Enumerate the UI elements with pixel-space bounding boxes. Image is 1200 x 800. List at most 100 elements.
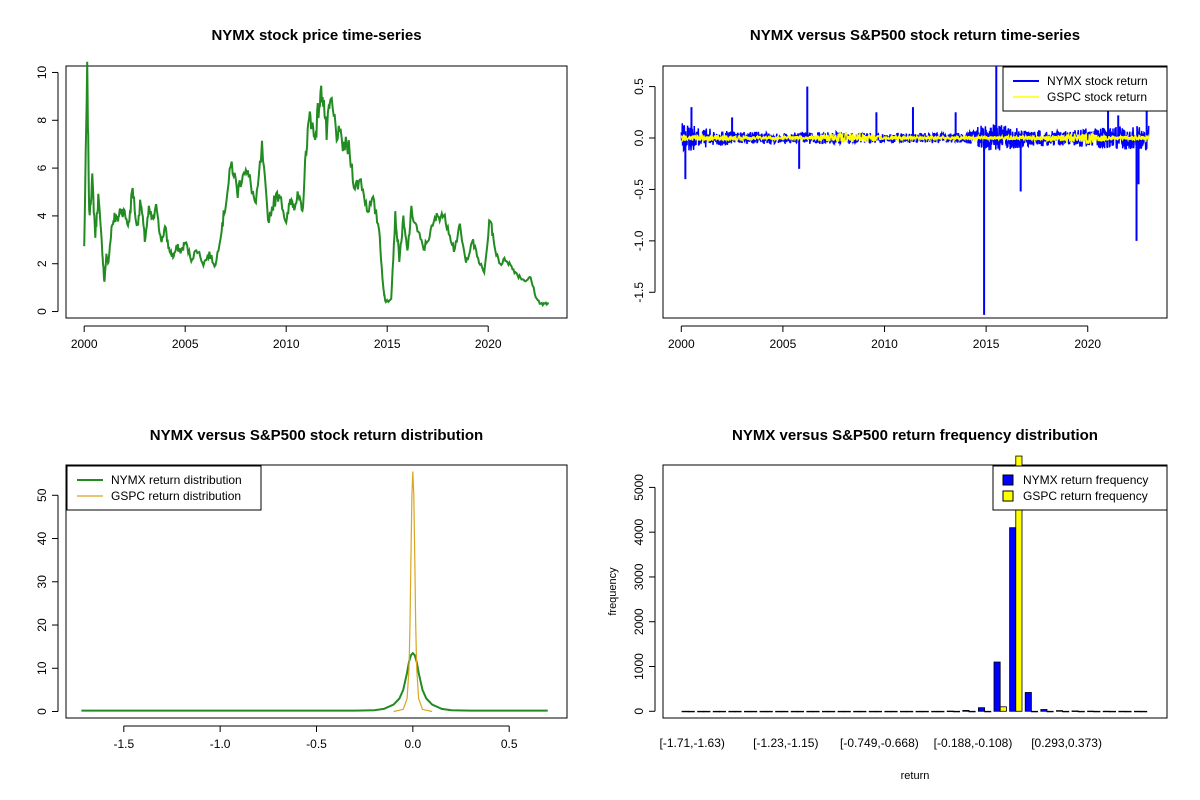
- y-tick-label: 2000: [632, 608, 646, 635]
- legend-label: NYMX stock return: [1047, 74, 1148, 88]
- frequency-plot-box: [662, 464, 1168, 719]
- nymx-frequency-bar: [1102, 710, 1110, 713]
- gspc-frequency-bar: [1140, 710, 1148, 713]
- nymx-frequency-bar: [728, 710, 736, 713]
- nymx-frequency-bar: [868, 710, 876, 713]
- gspc-frequency-bar: [999, 706, 1007, 712]
- gspc-frequency-bar: [828, 710, 836, 713]
- x-tick-label: -1.0: [210, 737, 231, 751]
- distribution-plot-box: [65, 464, 568, 719]
- x-tick-label: 0.5: [501, 737, 518, 751]
- legend-swatch: [1002, 490, 1014, 502]
- gspc-frequency-bar: [687, 710, 695, 713]
- gspc-frequency-bar: [1015, 455, 1023, 712]
- nymx-frequency-bar: [993, 661, 1001, 712]
- gspc-frequency-bar: [781, 710, 789, 713]
- gspc-frequency-bar: [734, 710, 742, 713]
- gspc-return-line: [680, 130, 1150, 145]
- gspc-frequency-bar: [937, 710, 945, 713]
- y-tick-label: -1.0: [632, 230, 646, 251]
- nymx-frequency-bar: [681, 710, 689, 713]
- y-tick-label: 40: [35, 532, 49, 546]
- y-tick-label: 0.5: [632, 78, 646, 95]
- nymx-frequency-bar: [1040, 709, 1048, 712]
- y-tick-label: 10: [35, 65, 49, 79]
- panel-return-distribution: NYMX versus S&P500 stock return distribu…: [35, 427, 568, 751]
- gspc-frequency-bar: [1062, 710, 1070, 713]
- nymx-frequency-bar: [1118, 710, 1126, 713]
- y-tick-label: 0: [35, 708, 49, 715]
- gspc-frequency-bar: [875, 710, 883, 713]
- nymx-frequency-bar: [853, 710, 861, 713]
- gspc-density-line: [393, 471, 433, 713]
- x-tick-label: -1.5: [113, 737, 134, 751]
- nymx-frequency-bar: [978, 707, 986, 712]
- nymx-frequency-bar: [712, 710, 720, 713]
- nymx-frequency-bar: [915, 710, 923, 713]
- y-tick-label: 10: [35, 661, 49, 675]
- y-tick-label: 4: [35, 212, 49, 219]
- x-tick-label: 2020: [1074, 337, 1101, 351]
- chart-title: NYMX stock price time-series: [211, 27, 421, 44]
- nymx-frequency-bar: [900, 710, 908, 713]
- y-tick-label: -1.5: [632, 282, 646, 303]
- legend-box: [66, 465, 262, 511]
- gspc-frequency-bar: [843, 710, 851, 713]
- price-plot-box: [65, 65, 568, 319]
- chart-title: NYMX versus S&P500 stock return time-ser…: [750, 27, 1080, 44]
- y-tick-label: 0: [35, 308, 49, 315]
- y-tick-label: 2: [35, 260, 49, 267]
- nymx-frequency-bar: [822, 710, 830, 713]
- x-tick-label: 2010: [273, 337, 300, 351]
- y-tick-label: 0: [632, 708, 646, 715]
- nymx-frequency-bar: [931, 710, 939, 713]
- nymx-frequency-bar: [697, 710, 705, 713]
- legend-box: [1002, 66, 1168, 112]
- panel-return-frequency: NYMX versus S&P500 return frequency dist…: [607, 427, 1168, 782]
- y-tick-label: 1000: [632, 653, 646, 680]
- gspc-frequency-bar: [703, 710, 711, 713]
- x-category-label: [-0.749,-0.668): [840, 736, 919, 750]
- legend-label: NYMX return frequency: [1023, 473, 1148, 487]
- chart-title: NYMX versus S&P500 return frequency dist…: [732, 427, 1098, 444]
- gspc-frequency-bar: [1031, 710, 1039, 713]
- gspc-frequency-bar: [797, 710, 805, 713]
- nymx-frequency-bar: [884, 710, 892, 713]
- legend-label: GSPC return distribution: [111, 489, 241, 503]
- gspc-frequency-bar: [984, 710, 992, 713]
- x-tick-label: 2015: [973, 337, 1000, 351]
- gspc-frequency-bar: [1124, 710, 1132, 713]
- y-tick-label: 50: [35, 488, 49, 502]
- gspc-frequency-bar: [921, 710, 929, 713]
- y-tick-label: -0.5: [632, 179, 646, 200]
- x-tick-label: 2010: [871, 337, 898, 351]
- y-axis-title: frequency: [607, 567, 619, 616]
- x-tick-label: 0.0: [405, 737, 422, 751]
- nymx-frequency-bar: [1024, 692, 1032, 712]
- y-tick-label: 30: [35, 575, 49, 589]
- nymx-frequency-bar: [806, 710, 814, 713]
- nymx-frequency-bar: [946, 710, 954, 713]
- legend-label: GSPC stock return: [1047, 90, 1147, 104]
- gspc-frequency-bar: [1046, 710, 1054, 713]
- gspc-frequency-bar: [890, 710, 898, 713]
- gspc-frequency-bar: [1093, 710, 1101, 713]
- y-tick-label: 6: [35, 164, 49, 171]
- nymx-frequency-bar: [1134, 710, 1142, 713]
- x-tick-label: 2000: [668, 337, 695, 351]
- gspc-frequency-bar: [765, 710, 773, 713]
- nymx-frequency-bar: [744, 710, 752, 713]
- x-category-label: [0.293,0.373): [1031, 736, 1102, 750]
- legend-box: [992, 465, 1168, 511]
- nymx-frequency-bar: [1056, 710, 1064, 712]
- x-tick-label: 2020: [475, 337, 502, 351]
- y-tick-label: 20: [35, 618, 49, 632]
- gspc-frequency-bar: [1077, 710, 1085, 713]
- y-tick-label: 8: [35, 117, 49, 124]
- legend-label: NYMX return distribution: [111, 473, 242, 487]
- y-tick-label: 0.0: [632, 129, 646, 146]
- nymx-frequency-bar: [1087, 710, 1095, 713]
- panel-return-series: NYMX versus S&P500 stock return time-ser…: [632, 27, 1168, 351]
